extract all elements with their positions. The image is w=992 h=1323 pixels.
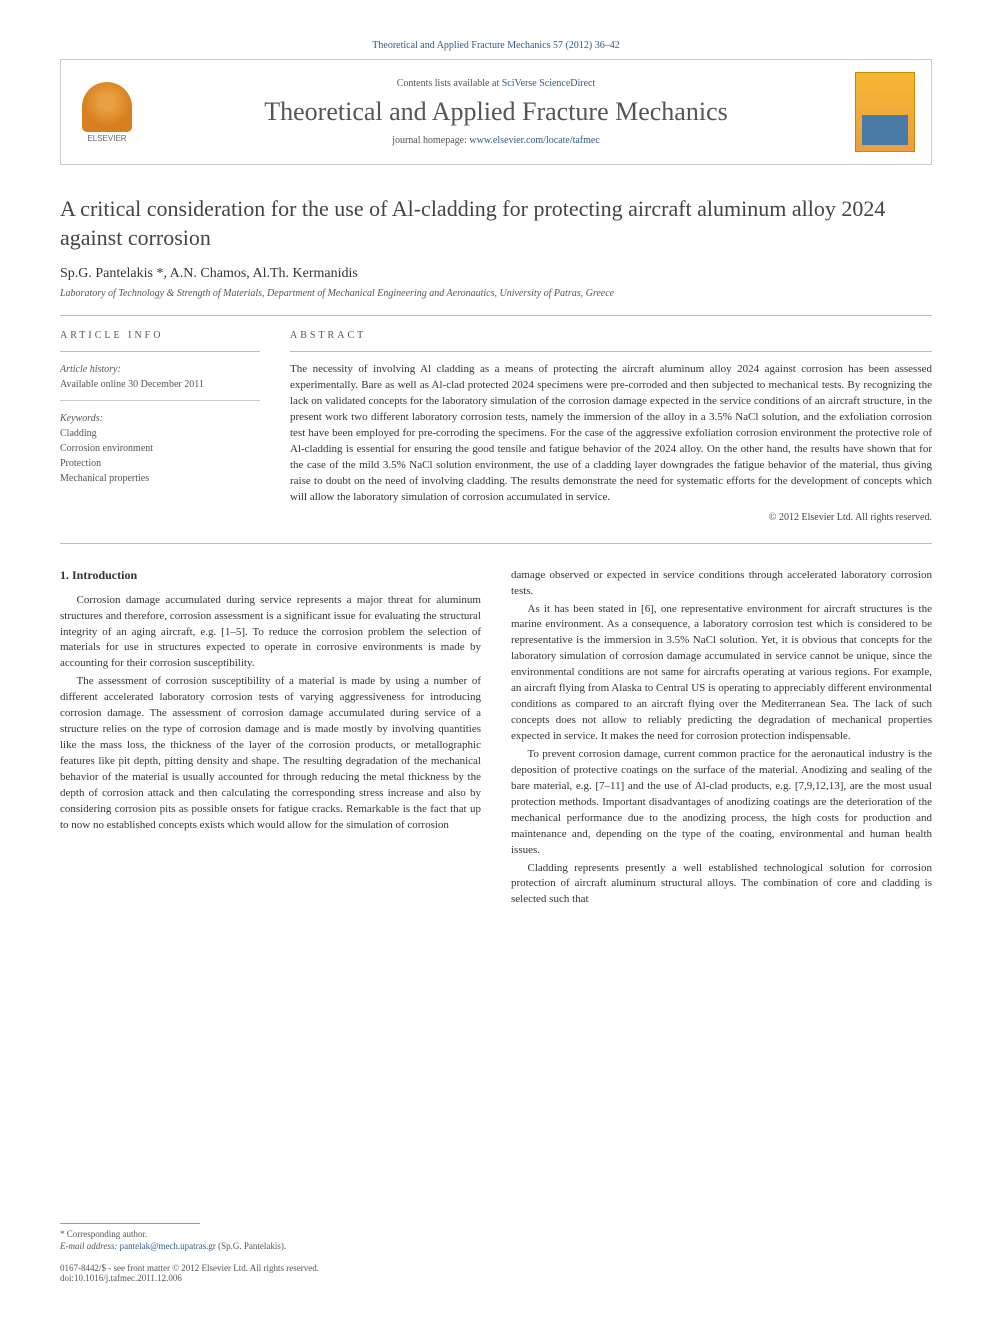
keyword-item: Corrosion environment [60, 441, 260, 456]
journal-header-box: ELSEVIER Contents lists available at Sci… [60, 59, 932, 165]
journal-homepage-link[interactable]: www.elsevier.com/locate/tafmec [469, 135, 599, 146]
sciencedirect-link[interactable]: SciVerse ScienceDirect [502, 78, 596, 89]
abstract-copyright: © 2012 Elsevier Ltd. All rights reserved… [290, 512, 932, 523]
body-paragraph: As it has been stated in [6], one repres… [511, 602, 932, 745]
journal-cover-thumbnail [855, 72, 915, 152]
keyword-item: Mechanical properties [60, 471, 260, 486]
article-history-block: Article history: Available online 30 Dec… [60, 362, 260, 401]
keywords-label: Keywords: [60, 411, 260, 426]
journal-homepage-line: journal homepage: www.elsevier.com/locat… [137, 135, 855, 146]
body-left-column: 1. Introduction Corrosion damage accumul… [60, 568, 481, 911]
abstract-heading: ABSTRACT [290, 326, 932, 341]
email-label: E-mail address: [60, 1241, 120, 1251]
article-info-column: ARTICLE INFO Article history: Available … [60, 326, 260, 522]
journal-name: Theoretical and Applied Fracture Mechani… [137, 97, 855, 127]
abstract-divider [290, 351, 932, 352]
keyword-item: Cladding [60, 426, 260, 441]
body-right-column: damage observed or expected in service c… [511, 568, 932, 911]
info-abstract-row: ARTICLE INFO Article history: Available … [60, 326, 932, 522]
page-footer: * Corresponding author. E-mail address: … [60, 1223, 932, 1283]
body-two-column: 1. Introduction Corrosion damage accumul… [60, 568, 932, 911]
keyword-item: Protection [60, 456, 260, 471]
homepage-prefix: journal homepage: [392, 135, 469, 146]
body-paragraph: The assessment of corrosion susceptibili… [60, 674, 481, 833]
contents-available-line: Contents lists available at SciVerse Sci… [137, 78, 855, 89]
abstract-text: The necessity of involving Al cladding a… [290, 362, 932, 505]
divider-bottom [60, 543, 932, 544]
body-paragraph: Cladding represents presently a well est… [511, 861, 932, 909]
contents-prefix: Contents lists available at [397, 78, 502, 89]
issn-line: 0167-8442/$ - see front matter © 2012 El… [60, 1263, 932, 1273]
info-divider-1 [60, 351, 260, 352]
divider-top [60, 315, 932, 316]
history-value: Available online 30 December 2011 [60, 377, 260, 392]
doi-line: doi:10.1016/j.tafmec.2011.12.006 [60, 1273, 932, 1283]
body-paragraph: damage observed or expected in service c… [511, 568, 932, 600]
publisher-label: ELSEVIER [87, 134, 126, 143]
article-affiliation: Laboratory of Technology & Strength of M… [60, 288, 932, 299]
corresponding-email-link[interactable]: pantelak@mech.upatras.gr [120, 1241, 216, 1251]
email-suffix: (Sp.G. Pantelakis). [216, 1241, 286, 1251]
body-paragraph: Corrosion damage accumulated during serv… [60, 593, 481, 673]
body-paragraph: To prevent corrosion damage, current com… [511, 747, 932, 859]
article-info-heading: ARTICLE INFO [60, 326, 260, 341]
email-line: E-mail address: pantelak@mech.upatras.gr… [60, 1240, 932, 1253]
keywords-block: Keywords: Cladding Corrosion environment… [60, 411, 260, 486]
history-label: Article history: [60, 362, 260, 377]
intro-heading: 1. Introduction [60, 568, 481, 583]
footer-divider [60, 1223, 200, 1224]
corresponding-author-note: * Corresponding author. [60, 1228, 932, 1241]
elsevier-tree-icon [82, 82, 132, 132]
doi-block: 0167-8442/$ - see front matter © 2012 El… [60, 1263, 932, 1283]
article-title: A critical consideration for the use of … [60, 195, 932, 252]
article-authors: Sp.G. Pantelakis *, A.N. Chamos, Al.Th. … [60, 266, 932, 282]
elsevier-logo: ELSEVIER [77, 77, 137, 147]
header-citation: Theoretical and Applied Fracture Mechani… [60, 40, 932, 51]
abstract-column: ABSTRACT The necessity of involving Al c… [290, 326, 932, 522]
